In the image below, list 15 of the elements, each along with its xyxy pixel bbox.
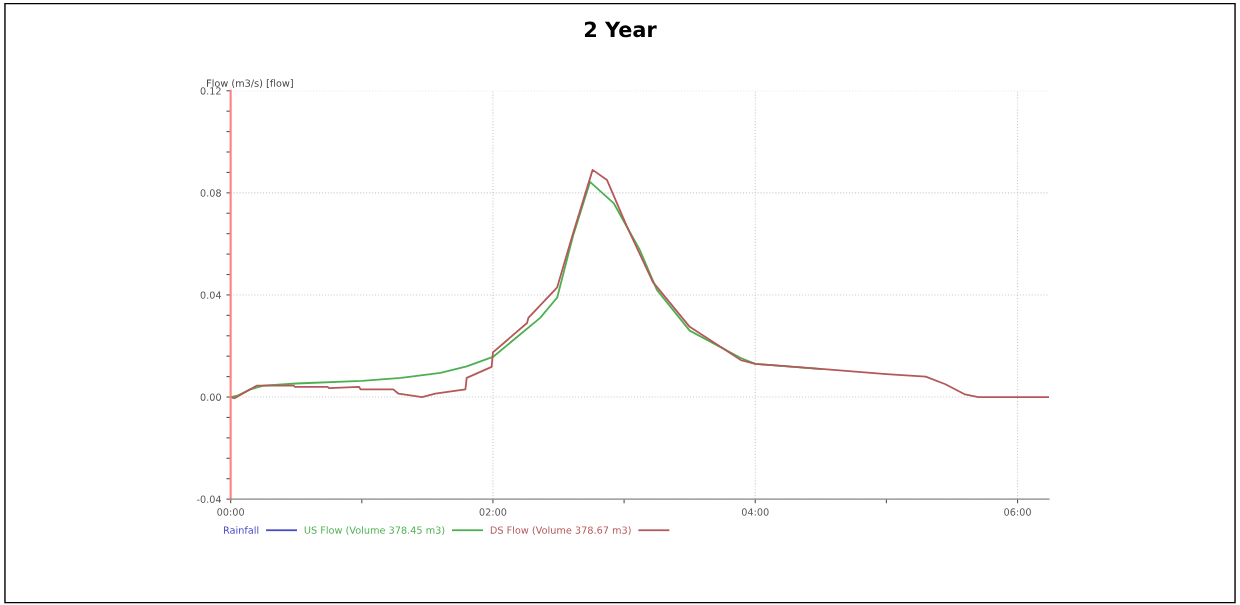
x-tick-label: 04:00 [741,508,769,516]
y-tick-label: 0.08 [200,189,221,197]
legend-label: US Flow (Volume 378.45 m3) [304,526,445,535]
y-tick-label: 0.12 [200,87,221,95]
chart-title: 2 Year [584,21,657,38]
x-tick-label: 06:00 [1004,508,1031,516]
y-tick-label: -0.04 [196,495,222,503]
x-tick-label: 00:00 [217,508,244,516]
line-series [230,168,1050,400]
legend-label: DS Flow (Volume 378.67 m3) [490,526,631,535]
y-tick-label: 0.04 [200,291,222,299]
legend-label: Rainfall [223,526,259,534]
x-tick-label: 02:00 [479,508,507,516]
y-axis-title: Flow (m3/s) [flow] [207,79,293,88]
y-tick-label: 0.00 [200,393,221,401]
